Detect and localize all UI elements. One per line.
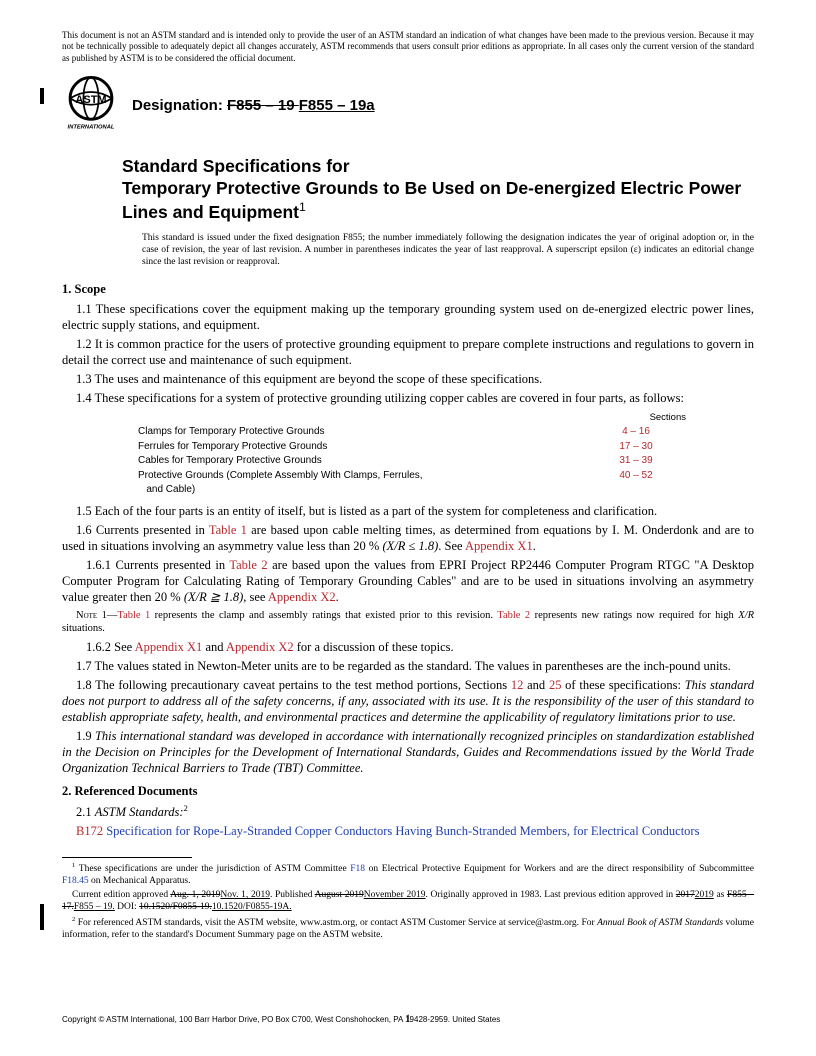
page-number: 1: [0, 1011, 816, 1026]
link-table-1[interactable]: Table 1: [209, 523, 247, 537]
para-1-4: 1.4 These specifications for a system of…: [62, 390, 754, 406]
link-appendix-x1[interactable]: Appendix X1: [135, 640, 203, 654]
section-1-head: 1. Scope: [62, 282, 754, 297]
link-appendix-x1[interactable]: Appendix X1: [465, 539, 533, 553]
footnote-2: 2 For referenced ASTM standards, visit t…: [62, 916, 754, 942]
footnote-rule: [62, 857, 192, 858]
para-1-8: 1.8 The following precautionary caveat p…: [62, 677, 754, 725]
section-2-head: 2. Referenced Documents: [62, 784, 754, 799]
link-section-12[interactable]: 12: [511, 678, 524, 692]
table-row: Clamps for Temporary Protective Grounds4…: [134, 426, 690, 439]
table-row: and Cable): [134, 484, 690, 497]
para-1-6-1: 1.6.1 Currents presented in Table 2 are …: [62, 557, 754, 605]
para-1-1: 1.1 These specifications cover the equip…: [62, 301, 754, 333]
parts-table: Sections Clamps for Temporary Protective…: [132, 410, 692, 498]
table-row: Cables for Temporary Protective Grounds3…: [134, 455, 690, 468]
para-1-3: 1.3 The uses and maintenance of this equ…: [62, 371, 754, 387]
para-1-9: 1.9 This international standard was deve…: [62, 728, 754, 776]
link-appendix-x2[interactable]: Appendix X2: [226, 640, 294, 654]
svg-text:INTERNATIONAL: INTERNATIONAL: [68, 124, 115, 130]
table-row: Protective Grounds (Complete Assembly Wi…: [134, 470, 690, 483]
link-f18[interactable]: F18: [350, 864, 365, 874]
link-appendix-x2[interactable]: Appendix X2: [268, 590, 336, 604]
para-1-2: 1.2 It is common practice for the users …: [62, 336, 754, 368]
page-container: This document is not an ASTM standard an…: [0, 0, 816, 942]
old-designation: F855 – 19: [227, 97, 299, 114]
doc-title: Standard Specifications for Temporary Pr…: [122, 155, 744, 223]
designation: Designation: F855 – 19 F855 – 19a: [132, 97, 375, 114]
new-designation: F855 – 19a: [299, 97, 375, 114]
link-b172-title[interactable]: Specification for Rope-Lay-Stranded Copp…: [103, 824, 699, 838]
note-1: Note 1—Table 1 represents the clamp and …: [62, 609, 754, 635]
link-section-25[interactable]: 25: [549, 678, 562, 692]
para-2-1: 2.1 ASTM Standards:2: [62, 803, 754, 820]
change-bar-footnote: [40, 904, 44, 930]
para-1-6: 1.6 Currents presented in Table 1 are ba…: [62, 522, 754, 554]
para-1-5: 1.5 Each of the four parts is an entity …: [62, 503, 754, 519]
link-table-2[interactable]: Table 2: [497, 610, 530, 621]
link-b172[interactable]: B172: [76, 824, 103, 838]
link-table-2[interactable]: Table 2: [229, 558, 267, 572]
title-block: Standard Specifications for Temporary Pr…: [122, 155, 744, 223]
ref-b172: B172 Specification for Rope-Lay-Stranded…: [62, 823, 754, 839]
svg-text:ASTM: ASTM: [75, 94, 106, 106]
title-footnote-ref: 1: [299, 200, 306, 214]
astm-logo: ASTM INTERNATIONAL: [62, 74, 120, 137]
parts-head: Sections: [582, 412, 690, 424]
footnotes: 1 These specifications are under the jur…: [62, 862, 754, 942]
footnote-1: 1 These specifications are under the jur…: [62, 862, 754, 888]
disclaimer-text: This document is not an ASTM standard an…: [62, 30, 754, 64]
link-f18-45[interactable]: F18.45: [62, 876, 89, 886]
header-row: ASTM INTERNATIONAL Designation: F855 – 1…: [62, 74, 754, 137]
para-1-7: 1.7 The values stated in Newton-Meter un…: [62, 658, 754, 674]
para-1-6-2: 1.6.2 See Appendix X1 and Appendix X2 fo…: [62, 639, 754, 655]
change-bar-header: [40, 88, 44, 104]
issuance-note: This standard is issued under the fixed …: [142, 233, 754, 269]
link-table-1[interactable]: Table 1: [117, 610, 150, 621]
footnote-1-line2: Current edition approved Aug. 1, 2019Nov…: [62, 890, 754, 914]
table-row: Ferrules for Temporary Protective Ground…: [134, 441, 690, 454]
